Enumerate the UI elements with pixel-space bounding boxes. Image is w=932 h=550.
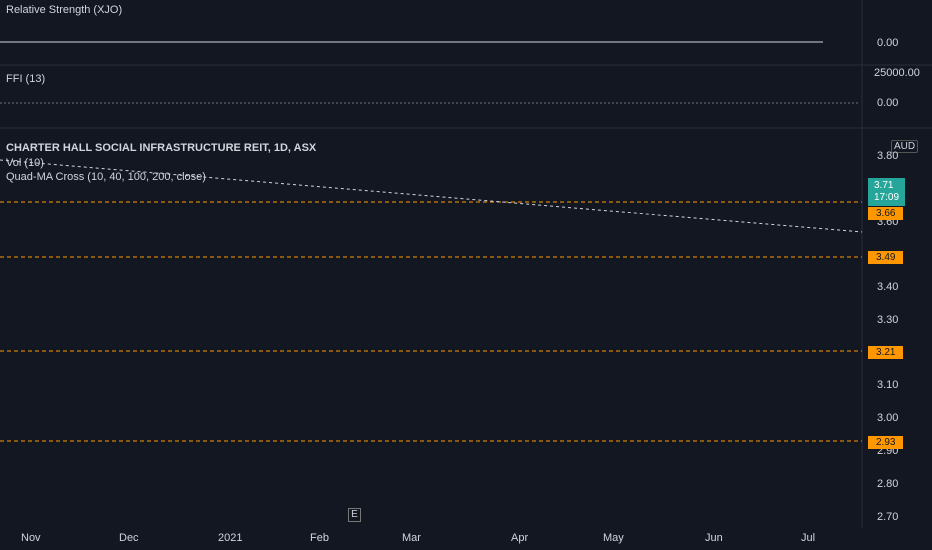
price-tick-8: 2.70: [877, 511, 899, 523]
x-tick-7: Jun: [705, 532, 723, 544]
earnings-marker[interactable]: E: [348, 508, 361, 522]
level-badge-4: 2.93: [868, 436, 904, 449]
ffi-tick-0: 25000.00: [874, 67, 920, 79]
price-tick-7: 2.80: [877, 478, 899, 490]
price-tick-5: 3.00: [877, 412, 899, 424]
ma-legend[interactable]: Quad-MA Cross (10, 40, 100, 200, close): [6, 171, 206, 183]
x-tick-4: Mar: [402, 532, 421, 544]
price-tick-0: 3.80: [877, 150, 899, 162]
x-tick-6: May: [603, 532, 624, 544]
trendline: [0, 159, 863, 233]
current-price-badge: 3.71 17:09: [868, 178, 906, 206]
ffi-tick-1: 0.00: [877, 97, 899, 109]
x-tick-1: Dec: [119, 532, 139, 544]
x-tick-0: Nov: [21, 532, 41, 544]
current-price: 3.71: [874, 180, 894, 191]
level-badge-1: 3.66: [868, 207, 904, 220]
price-tick-4: 3.10: [877, 379, 899, 391]
x-tick-8: Jul: [801, 532, 816, 544]
symbol-title[interactable]: CHARTER HALL SOCIAL INFRASTRUCTURE REIT,…: [6, 142, 317, 154]
x-tick-3: Feb: [310, 532, 329, 544]
rs-tick-0: 0.00: [877, 37, 899, 49]
level-badge-2: 3.49: [868, 251, 904, 264]
level-badge-3: 3.21: [868, 346, 904, 359]
ffi-pane-label: FFI (13): [6, 73, 46, 85]
price-tick-3: 3.30: [877, 314, 899, 326]
x-tick-5: Apr: [511, 532, 529, 544]
vol-legend[interactable]: Vol (10): [6, 157, 44, 169]
price-tick-2: 3.40: [877, 281, 899, 293]
rs-pane-label: Relative Strength (XJO): [6, 4, 123, 16]
countdown: 17:09: [874, 192, 900, 203]
currency-badge[interactable]: AUD: [891, 140, 919, 153]
x-tick-2: 2021: [218, 532, 243, 544]
